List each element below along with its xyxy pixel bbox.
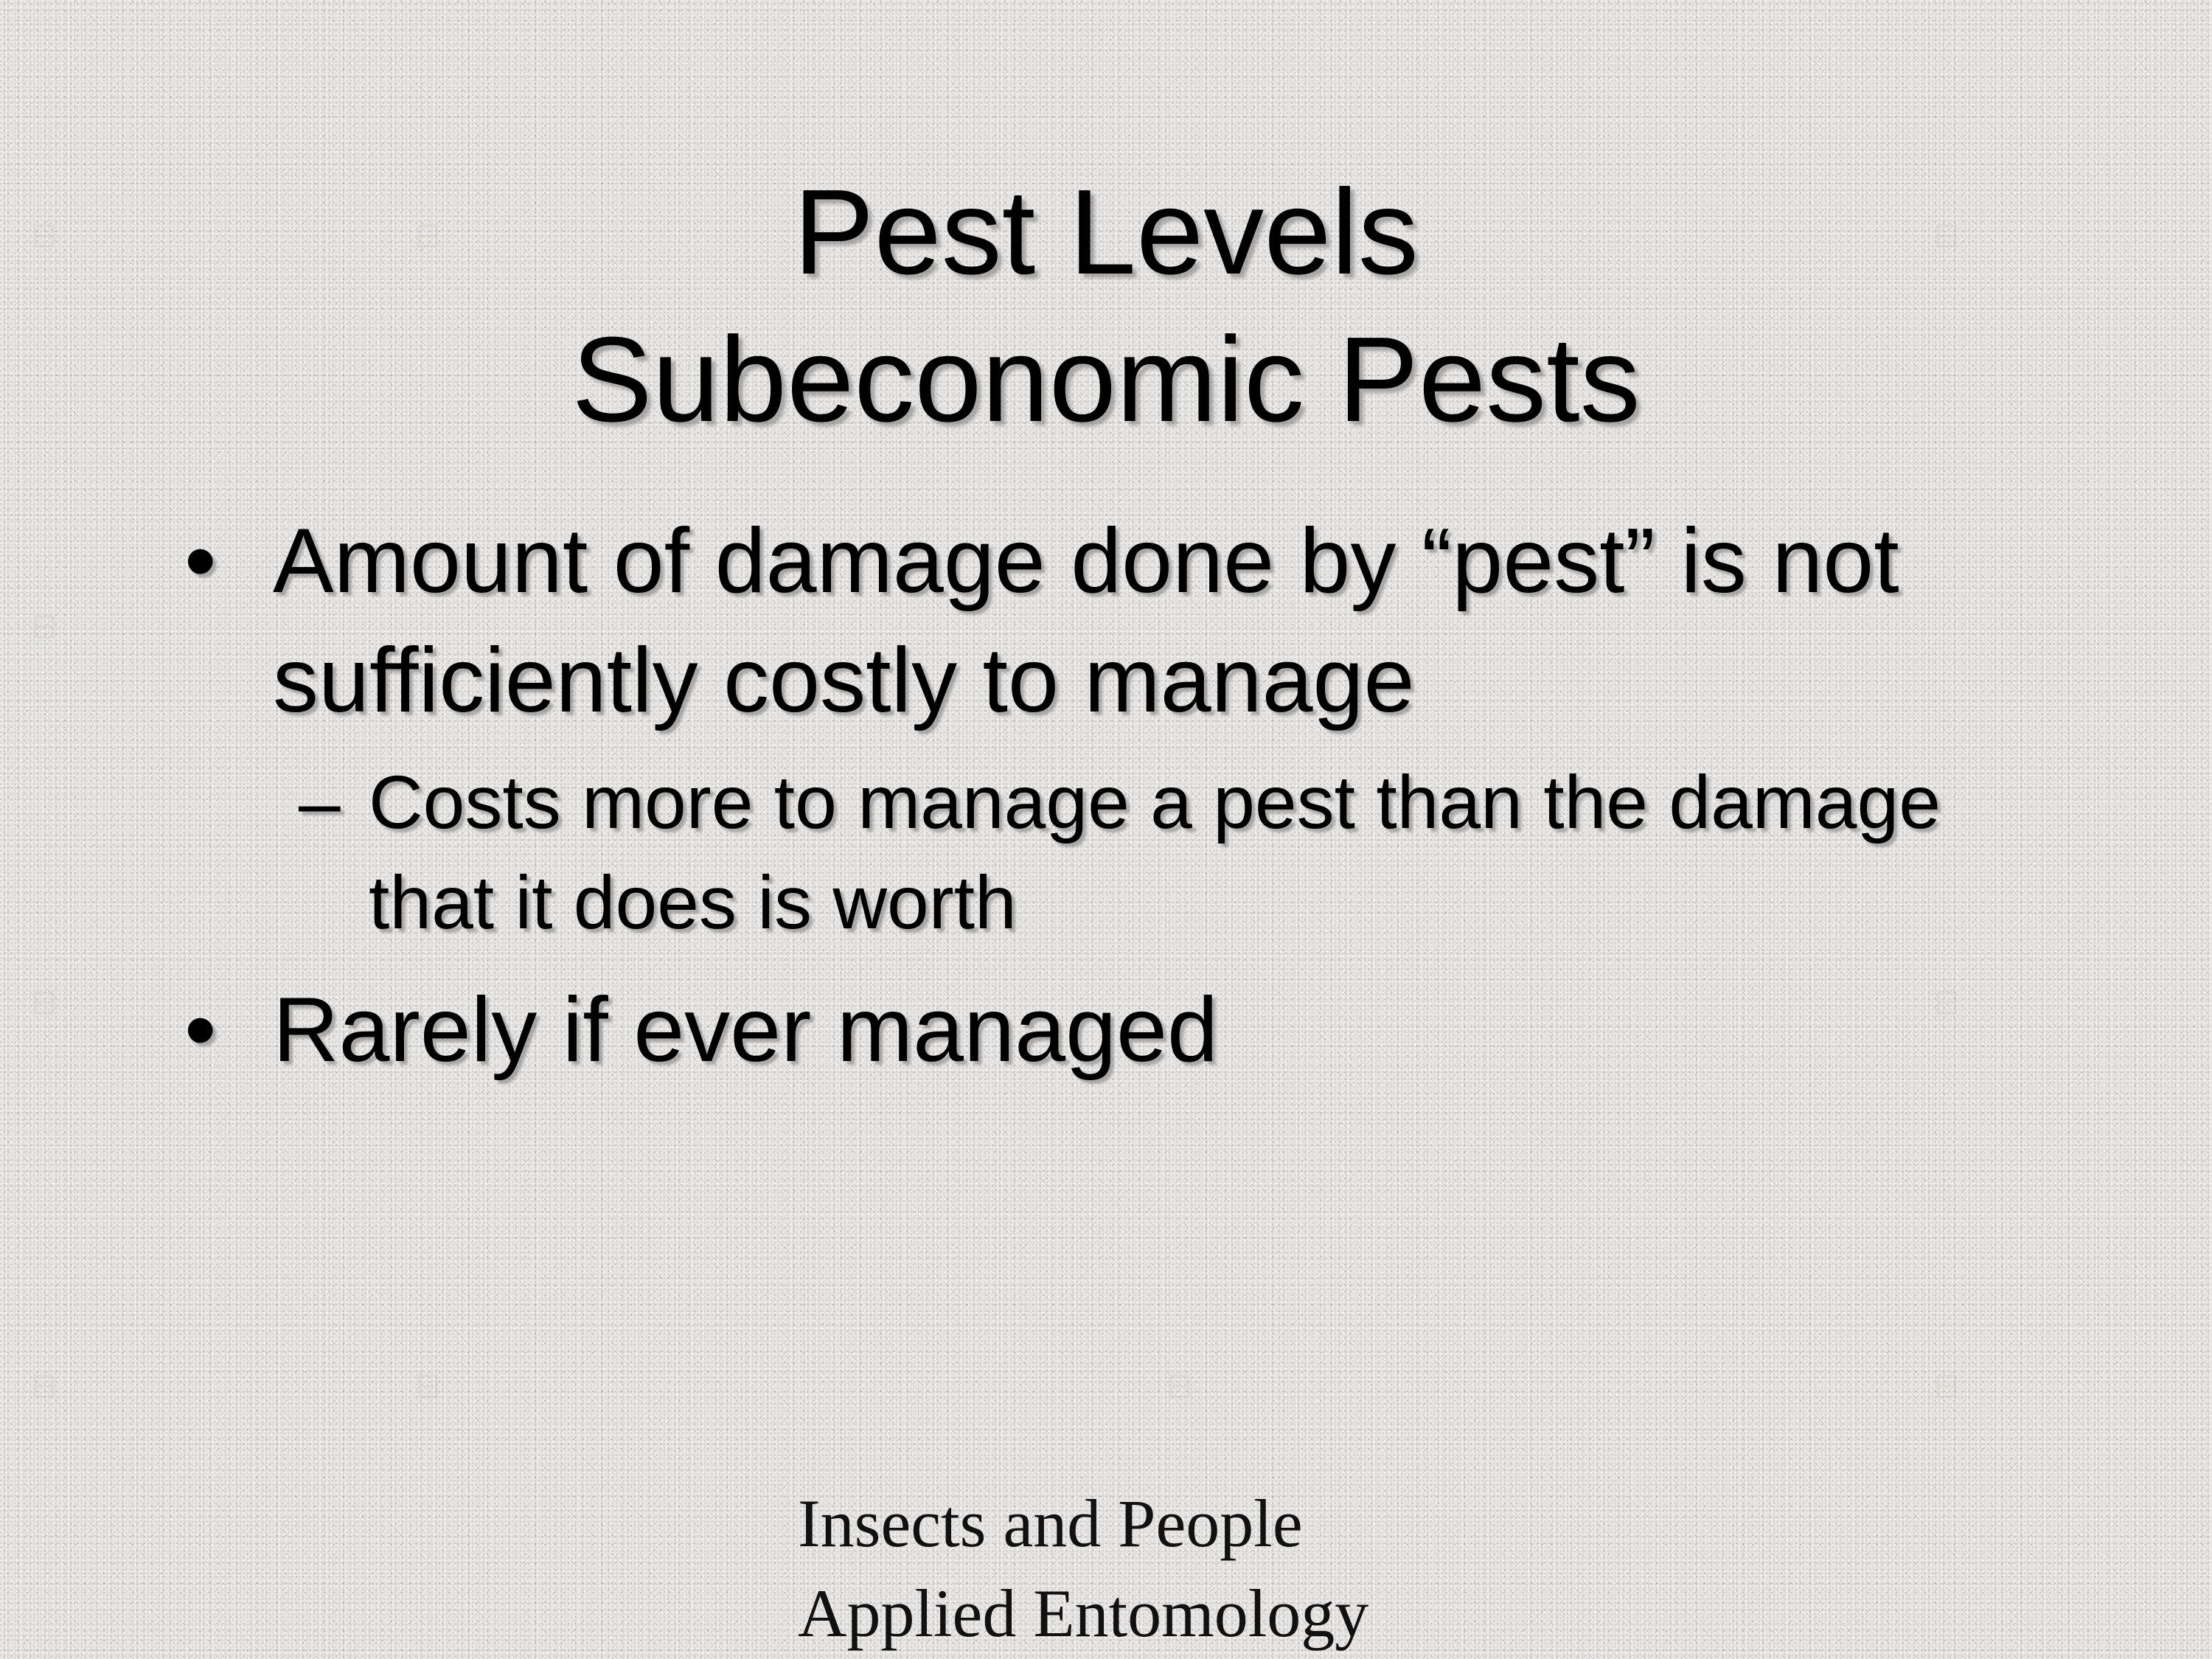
faint-emblem-icon — [1936, 991, 1957, 1015]
slide-body: • Amount of damage done by “pest” is not… — [184, 501, 2072, 1090]
faint-emblem-icon — [34, 1374, 55, 1398]
footer-line-2: Applied Entomology — [798, 1576, 1369, 1651]
sub-bullet-item: – Costs more to manage a pest than the d… — [184, 752, 2072, 953]
faint-emblem-icon — [1936, 224, 1957, 248]
faint-emblem-icon — [34, 991, 55, 1015]
faint-emblem-icon — [34, 615, 55, 639]
slide-title-line-1: Pest Levels — [793, 164, 1419, 299]
bullet-item: • Rarely if ever managed — [184, 970, 2072, 1090]
faint-emblem-icon — [1936, 1374, 1957, 1398]
bullet-text: Amount of damage done by “pest” is not s… — [273, 510, 1899, 731]
bullet-marker: • — [184, 510, 217, 612]
sub-bullet-text: Costs more to manage a pest than the dam… — [369, 760, 1941, 945]
faint-emblem-icon — [34, 224, 55, 248]
sub-bullet-marker: – — [299, 760, 341, 844]
footer-line-1: Insects and People — [798, 1486, 1303, 1561]
bullet-item: • Amount of damage done by “pest” is not… — [184, 501, 2072, 740]
bullet-marker: • — [184, 979, 217, 1081]
faint-emblem-icon — [417, 224, 438, 248]
bullet-text: Rarely if ever managed — [273, 979, 1218, 1081]
faint-emblem-icon — [417, 1374, 438, 1398]
slide-footer: Insects and People Applied Entomology — [798, 1478, 1368, 1658]
faint-emblem-icon — [1169, 1374, 1190, 1398]
slide-title: Pest Levels Subeconomic Pests — [0, 159, 2212, 453]
slide-title-line-2: Subeconomic Pests — [571, 312, 1641, 447]
